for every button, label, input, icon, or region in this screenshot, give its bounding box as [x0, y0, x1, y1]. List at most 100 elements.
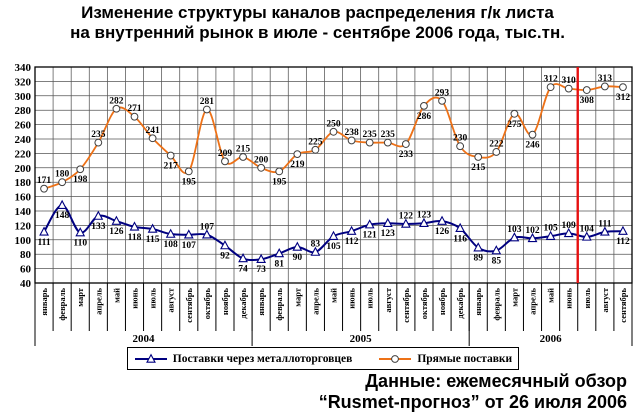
data-label: 110 [73, 239, 87, 249]
data-label: 111 [37, 238, 50, 248]
data-point-marker [546, 83, 555, 92]
month-label: сентябрь [184, 288, 194, 323]
data-label: 115 [146, 235, 160, 245]
data-label: 238 [344, 128, 359, 138]
data-point-marker [238, 253, 248, 263]
y-axis-tick-label: 240 [15, 134, 32, 146]
data-point-marker [563, 227, 574, 238]
data-label: 293 [435, 88, 450, 98]
data-point-marker [93, 210, 104, 220]
data-point-marker [166, 151, 175, 160]
data-point-marker [599, 226, 610, 236]
chart-title: Изменение структуры каналов распределени… [0, 3, 635, 43]
data-label: 107 [182, 241, 197, 251]
data-label: 230 [453, 134, 468, 144]
data-point-marker [619, 83, 627, 92]
data-label: 217 [164, 162, 179, 172]
data-point-marker [293, 150, 302, 159]
data-point-marker [383, 138, 392, 147]
month-label: февраль [274, 287, 284, 320]
month-label: февраль [491, 287, 501, 320]
month-label: декабрь [238, 288, 248, 319]
data-label: 107 [200, 222, 215, 232]
title-line-1: Изменение структуры каналов распределени… [81, 3, 554, 22]
data-point-marker [148, 134, 157, 143]
data-point-marker [310, 246, 321, 256]
data-label: 271 [127, 104, 142, 114]
data-label: 111 [598, 219, 611, 229]
data-point-marker [401, 140, 410, 148]
data-label: 241 [145, 126, 160, 136]
data-point-marker [473, 242, 484, 252]
x-axis-month-labels: январь февраль март апрель май июнь июль август… [39, 287, 628, 323]
data-point-marker [94, 138, 103, 147]
data-point-marker [311, 145, 320, 154]
data-label: 313 [598, 74, 613, 84]
data-point-marker [57, 199, 68, 209]
month-label: январь [473, 287, 483, 315]
data-label: 112 [345, 237, 359, 247]
legend: Поставки через металлоторговцев Прямые по… [127, 347, 519, 370]
data-label: 90 [293, 253, 303, 263]
data-point-marker [600, 82, 609, 91]
data-label: 222 [489, 139, 504, 149]
data-point-marker [564, 84, 573, 93]
month-label: сентябрь [618, 288, 628, 323]
data-point-marker [75, 227, 86, 237]
data-label: 102 [525, 226, 540, 236]
data-label: 215 [471, 163, 486, 173]
data-label: 103 [507, 225, 522, 235]
data-label: 219 [290, 160, 305, 170]
data-label: 233 [399, 150, 414, 160]
data-label: 312 [616, 93, 631, 103]
month-label: июнь [130, 288, 140, 309]
data-label: 171 [37, 176, 52, 186]
month-label: июль [365, 288, 375, 309]
month-label: декабрь [455, 288, 465, 319]
data-point-marker [474, 153, 483, 161]
y-axis-tick-label: 300 [15, 91, 32, 103]
data-point-marker [329, 127, 338, 136]
source-line-1: Данные: ежемесячный обзор [365, 371, 627, 391]
data-point-marker [527, 232, 538, 243]
data-label: 235 [363, 130, 378, 140]
data-point-marker [201, 229, 212, 239]
circle-marker-line-icon [379, 354, 412, 363]
data-label: 235 [91, 130, 106, 140]
data-label: 281 [200, 97, 215, 107]
data-point-marker [581, 231, 592, 241]
data-point-marker [347, 136, 356, 145]
y-axis-tick-label: 40 [20, 278, 32, 290]
legend-item-series-metal-traders: Поставки через металлоторговцев [134, 352, 353, 365]
data-point-marker [382, 217, 393, 227]
data-point-marker [274, 248, 285, 258]
month-label: август [600, 287, 610, 312]
month-label: май [329, 288, 339, 303]
data-label: 180 [55, 170, 70, 180]
data-point-marker [346, 225, 357, 235]
data-label: 105 [543, 224, 558, 234]
data-label: 235 [381, 130, 396, 140]
legend-label: Поставки через металлоторговцев [172, 352, 353, 365]
y-axis-tick-label: 160 [15, 192, 32, 204]
source-line-2: “Rusmet-прогноз” от 26 июля 2006 [318, 392, 627, 412]
data-label: 104 [580, 224, 595, 234]
data-label: 275 [507, 120, 522, 130]
data-point-marker [183, 229, 194, 239]
triangle-marker-line-icon [134, 353, 167, 363]
data-label: 89 [473, 254, 483, 264]
data-label: 85 [492, 257, 502, 267]
data-point-marker [111, 215, 122, 225]
data-point-marker [328, 230, 339, 240]
month-label: январь [39, 287, 49, 315]
data-label: 215 [236, 145, 251, 155]
data-label: 246 [525, 141, 540, 151]
data-point-marker [165, 228, 176, 238]
data-point-marker [256, 253, 267, 263]
y-axis-tick-label: 280 [15, 105, 32, 117]
data-label: 105 [326, 242, 341, 252]
